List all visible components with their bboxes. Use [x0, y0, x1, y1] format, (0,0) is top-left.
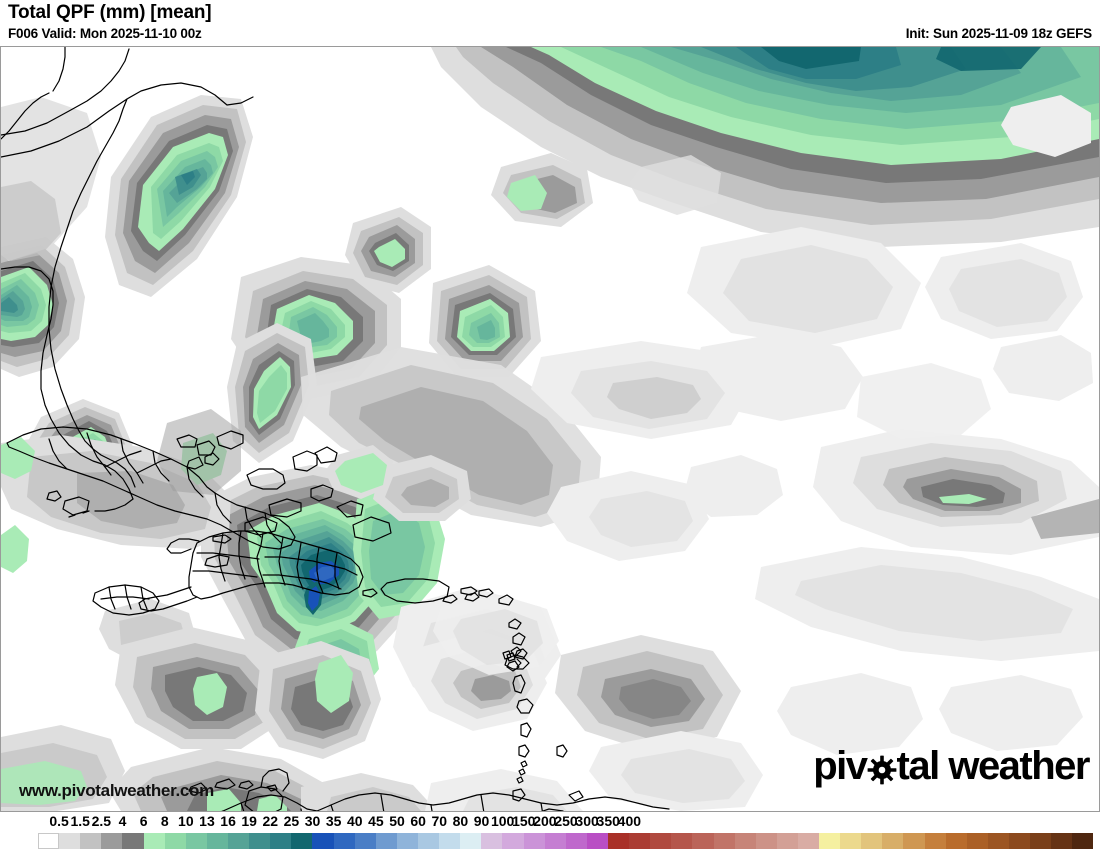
colorbar-swatch — [249, 833, 271, 849]
colorbar-tick-label: 45 — [368, 813, 384, 829]
colorbar-swatch — [565, 833, 587, 849]
colorbar-swatch — [861, 833, 883, 849]
colorbar-swatch — [185, 833, 207, 849]
colorbar-tick-label: 70 — [431, 813, 448, 829]
colorbar-swatch — [692, 833, 714, 849]
colorbar-swatch — [987, 833, 1010, 849]
colorbar-tick-label: 8 — [160, 813, 169, 829]
colorbar-swatch — [523, 833, 545, 849]
colorbar-swatch — [586, 833, 608, 849]
colorbar-swatch — [713, 833, 735, 849]
colorbar-swatch — [439, 833, 461, 849]
colorbar-tick-label: 40 — [347, 813, 363, 829]
colorbar-tick-labels: 0.5 1.5 2.5 4 6 8 10 13 16 19 22 25 30 35 40 45 50 60 70 80… — [0, 812, 1100, 832]
gear-icon — [867, 755, 897, 785]
colorbar-swatch — [671, 833, 693, 849]
colorbar-swatch — [1009, 833, 1031, 849]
colorbar-swatch — [1072, 833, 1094, 849]
colorbar-swatch — [734, 833, 756, 849]
colorbar-swatches — [0, 833, 1100, 849]
colorbar-tick-label: 30 — [304, 813, 321, 829]
site-url-watermark: www.pivotalweather.com — [19, 781, 214, 800]
colorbar-swatch — [966, 833, 988, 849]
colorbar-tick-label: 4 — [118, 813, 127, 829]
colorbar-swatch — [797, 833, 820, 849]
colorbar-tick-label: 80 — [452, 813, 469, 829]
colorbar-tick-label: 400 — [617, 813, 642, 829]
logo-text-part2: tal weather — [896, 744, 1091, 788]
colorbar-tick-label: 2.5 — [91, 813, 112, 829]
colorbar-swatch — [945, 833, 967, 849]
colorbar-tick-label: 60 — [410, 813, 426, 829]
init-time-label: Init: Sun 2025-11-09 18z GEFS — [905, 26, 1092, 41]
colorbar-swatch — [375, 833, 397, 849]
colorbar-swatch — [206, 833, 228, 849]
colorbar-swatch — [903, 833, 925, 849]
colorbar-swatch — [333, 833, 355, 849]
colorbar-swatch — [924, 833, 946, 849]
pivotal-weather-logo: piv — [813, 744, 1091, 789]
colorbar-swatch — [544, 833, 566, 849]
colorbar-swatch — [460, 833, 482, 849]
colorbar-swatch — [650, 833, 672, 849]
colorbar-pad-right — [1093, 833, 1100, 849]
colorbar-swatch — [101, 833, 123, 849]
colorbar-swatch — [882, 833, 904, 849]
colorbar-swatch — [291, 833, 313, 849]
colorbar-tick-label: 300 — [575, 813, 599, 829]
colorbar-swatch — [122, 833, 144, 849]
valid-time-label: F006 Valid: Mon 2025-11-10 00z — [8, 26, 202, 41]
colorbar-swatch — [312, 833, 334, 849]
colorbar-swatch — [607, 833, 630, 849]
colorbar-tick-label: 90 — [473, 813, 490, 829]
colorbar-tick-label: 100 — [490, 813, 515, 829]
colorbar-tick-label: 22 — [262, 813, 279, 829]
colorbar-tick-label: 1.5 — [70, 813, 90, 829]
colorbar-swatch — [481, 833, 503, 849]
colorbar-swatch — [629, 833, 651, 849]
colorbar-tick-label: 10 — [178, 813, 194, 829]
precipitation-contour-plot — [1, 47, 1099, 811]
colorbar-swatch — [80, 833, 102, 849]
colorbar-tick-label: 35 — [325, 813, 342, 829]
map-header: Total QPF (mm) [mean] F006 Valid: Mon 20… — [0, 0, 1100, 46]
colorbar-swatch — [1051, 833, 1073, 849]
colorbar-swatch — [38, 833, 60, 849]
basemap-boundaries — [1, 47, 670, 811]
colorbar-swatch — [840, 833, 862, 849]
precip-contour-layer — [1, 47, 1099, 811]
logo-text-part1: piv — [813, 744, 868, 788]
colorbar-swatch — [417, 833, 440, 849]
colorbar-pad-left — [0, 833, 38, 849]
colorbar-tick-label: 50 — [389, 813, 405, 829]
colorbar-tick-label: 150 — [512, 813, 536, 829]
colorbar-tick-label: 350 — [596, 813, 620, 829]
colorbar-tick-label: 25 — [283, 813, 300, 829]
colorbar-swatch — [776, 833, 798, 849]
colorbar-swatch — [59, 833, 81, 849]
colorbar-tick-label: 6 — [139, 813, 148, 829]
colorbar-tick-label: 16 — [220, 813, 236, 829]
colorbar-swatch — [1030, 833, 1052, 849]
colorbar-swatch — [227, 833, 250, 849]
colorbar-swatch — [396, 833, 418, 849]
colorbar-swatch — [354, 833, 376, 849]
colorbar-tick-label: 19 — [241, 813, 257, 829]
colorbar-tick-label: 13 — [199, 813, 215, 829]
colorbar-swatch — [755, 833, 777, 849]
colorbar-tick-label: 200 — [533, 813, 557, 829]
colorbar-swatch — [164, 833, 186, 849]
colorbar-swatch — [143, 833, 165, 849]
colorbar-swatch — [502, 833, 524, 849]
colorbar-swatch — [270, 833, 292, 849]
colorbar[interactable]: 0.5 1.5 2.5 4 6 8 10 13 16 19 22 25 30 35 40 45 50 60 70 80… — [0, 812, 1100, 850]
map-canvas[interactable]: www.pivotalweather.com piv — [0, 46, 1100, 812]
page-title: Total QPF (mm) [mean] — [8, 2, 212, 23]
colorbar-tick-label: 0.5 — [49, 813, 69, 829]
colorbar-tick-label: 250 — [554, 813, 578, 829]
colorbar-swatch — [819, 833, 841, 849]
